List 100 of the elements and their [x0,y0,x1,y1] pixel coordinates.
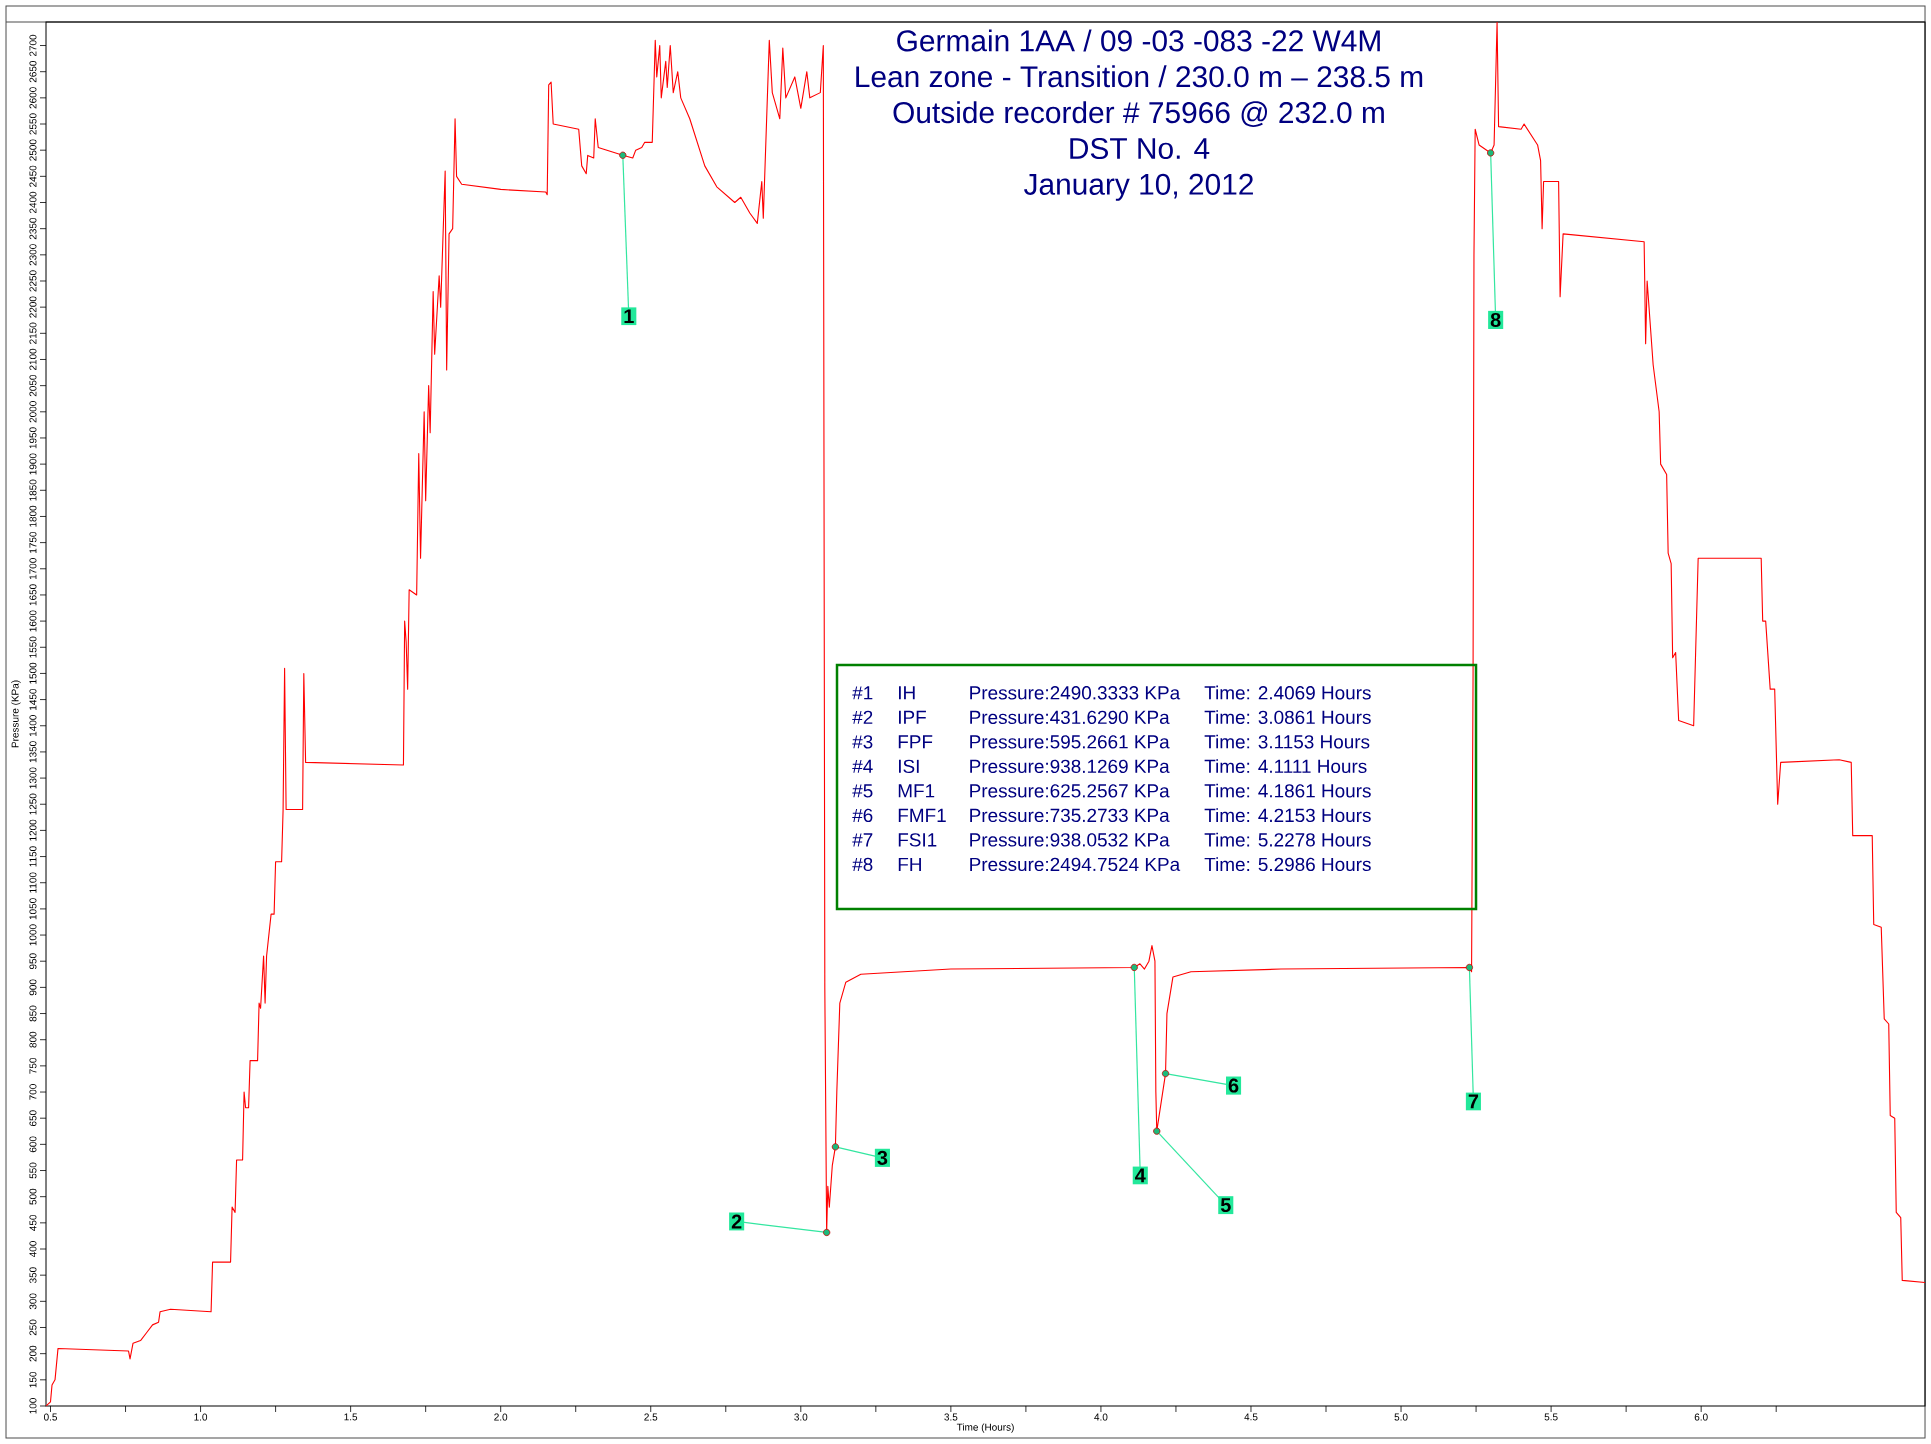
annotation: #4 [852,759,873,773]
annotation: Pressure:625.2567 KPa [970,784,1170,798]
y-tick-label: 2200 [29,296,37,318]
y-tick-label: 200 [29,1345,37,1362]
annotation: Pressure:938.1269 KPa [970,759,1170,774]
annotation: 6 [1228,1078,1239,1093]
annotation: Pressure:938.0532 KPa [970,833,1170,847]
y-tick-label: 300 [29,1293,37,1310]
y-tick-label: 2600 [29,87,37,109]
annotation: FSI1 [898,833,937,847]
y-tick-label: 2400 [29,191,37,214]
x-tick-label: 3.5 [944,1413,958,1421]
y-tick-label: 2350 [29,217,37,240]
annotation: MF1 [898,784,935,798]
x-tick-label: 2.5 [644,1413,658,1421]
annotation: Pressure:431.6290 KPa [970,710,1170,725]
y-tick-label: 650 [29,1110,37,1127]
y-tick-label: 2050 [29,374,37,397]
annotation: Time: 2.4069 Hours [1204,685,1371,700]
x-tick-label: 3.0 [794,1413,808,1421]
y-tick-label: 1500 [29,662,37,684]
annotation: #6 [852,808,873,823]
y-tick-label: 1900 [29,453,37,475]
x-tick-label: 4.0 [1094,1413,1108,1421]
y-tick-label: 1850 [29,479,37,501]
y-axis-title: Pressure (KPa) [11,680,21,748]
y-tick-label: 800 [29,1031,37,1048]
annotation: 4 [1135,1168,1146,1183]
annotation: Time: 4.1111 Hours [1204,759,1367,774]
annotation: ISI [899,759,919,774]
x-tick-label: 0.5 [43,1413,58,1421]
annotation: #7 [852,833,873,847]
y-tick-label: 400 [29,1241,37,1258]
annotation: DST No. 4 [1070,137,1210,160]
y-tick-label: 750 [29,1057,37,1074]
y-tick-label: 550 [29,1162,37,1179]
y-tick-label: 1100 [29,872,37,893]
y-tick-label: 350 [29,1267,37,1284]
annotation: January 10, 2012 [1023,173,1253,201]
text: Lean zone - Transition / 230.0 m – 238.5 m [856,65,1423,88]
annotation: Pressure:595.2661 KPa [970,735,1170,749]
y-tick-label: 1650 [29,584,37,606]
annotation: Time: 3.0861 Hours [1204,710,1371,725]
annotation: Time: 4.2153 Hours [1204,808,1371,823]
annotation: FH [898,857,921,871]
y-tick-label: 2450 [29,165,37,187]
y-tick-label: 1600 [29,610,37,632]
x-tick-label: 6.0 [1694,1413,1708,1421]
annotation: #1 [852,686,873,700]
y-tick-label: 2700 [29,34,37,57]
y-tick-label: 1250 [29,793,37,815]
y-tick-label: 250 [29,1319,37,1336]
y-tick-label: 1350 [29,741,37,763]
y-tick-label: 2150 [29,322,37,344]
annotation: 8 [1490,312,1501,327]
y-tick-label: 1800 [29,505,37,527]
y-tick-label: 2250 [29,270,37,292]
y-tick-label: 2300 [29,244,37,266]
y-tick-label: 1150 [29,846,37,867]
x-tick-label: 5.5 [1544,1413,1558,1421]
y-tick-label: 2000 [29,401,37,423]
y-tick-label: 2500 [29,139,37,161]
y-tick-label: 1750 [29,531,37,553]
x-tick-label: 4.5 [1244,1413,1258,1421]
annotation: IH [899,686,915,700]
annotation: 1 [624,309,634,324]
annotation: IPF [899,710,926,724]
y-tick-label: 2650 [29,61,37,83]
chart-title: Germain 1AA / 09 -03 -083 -22 W4M [897,29,1380,52]
y-tick-label: 450 [29,1214,37,1231]
annotation: Outside recorder # 75966 @ 232.0 m [893,101,1384,128]
y-tick-label: 950 [29,953,37,970]
y-tick-label: 1050 [29,898,37,920]
x-tick-label: 1.0 [194,1413,208,1421]
annotation: Pressure:2494.7524 KPa [970,857,1181,872]
annotation: 5 [1220,1198,1231,1213]
annotation: #8 [852,857,873,872]
annotation: Pressure:2490.3333 KPa [970,686,1181,700]
y-tick-label: 1450 [29,688,37,710]
annotation: Time: 5.2986 Hours [1204,857,1371,872]
x-axis-title: Time (Hours) [956,1423,1014,1433]
annotation: FMF1 [898,808,946,822]
annotation: #5 [852,784,873,798]
y-tick-label: 2550 [29,113,37,135]
y-tick-label: 1550 [29,636,37,658]
annotation: 3 [877,1150,888,1165]
x-tick-label: 2.0 [494,1413,508,1421]
annotation: FPF [898,735,933,749]
y-tick-label: 1400 [29,715,37,737]
y-tick-label: 900 [29,979,37,996]
annotation: Pressure:735.2733 KPa [970,808,1170,823]
y-tick-label: 2100 [29,348,37,371]
x-tick-label: 5.0 [1394,1413,1408,1421]
y-tick-label: 500 [29,1188,37,1205]
y-tick-label: 150 [29,1371,37,1388]
annotation: Time: 4.1861 Hours [1204,783,1371,798]
y-tick-label: 100 [29,1398,37,1414]
y-tick-label: 1950 [29,427,37,449]
y-tick-label: 600 [29,1136,37,1153]
annotation: 7 [1468,1094,1479,1109]
